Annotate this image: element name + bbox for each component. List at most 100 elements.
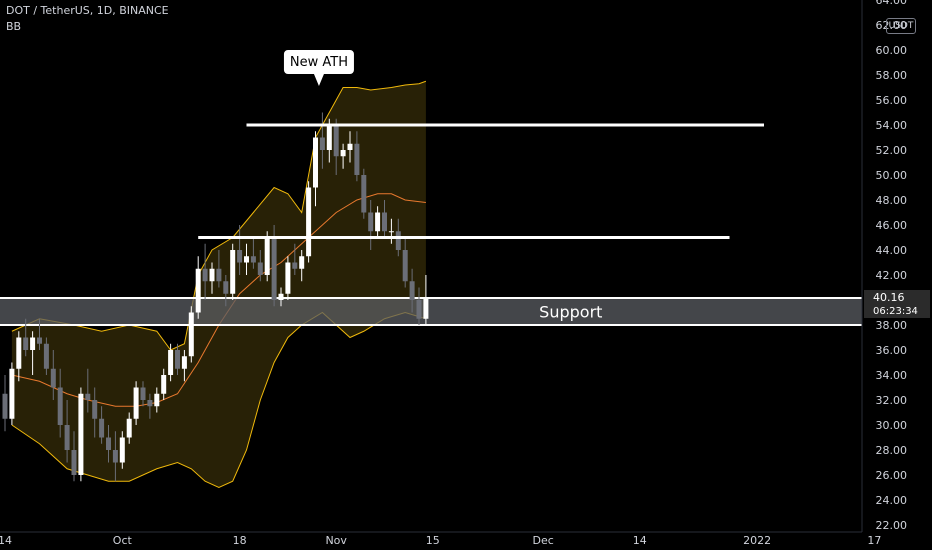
candle-body xyxy=(92,400,98,419)
candle-body xyxy=(154,393,160,407)
price-tick-label: 56.00 xyxy=(876,94,908,107)
price-tick-label: 22.00 xyxy=(876,519,908,532)
time-tick-label: 17 xyxy=(867,534,881,547)
candle xyxy=(402,237,408,288)
candle xyxy=(223,275,229,307)
candle xyxy=(78,387,84,482)
candle-body xyxy=(223,281,229,294)
candle-body xyxy=(195,268,201,313)
candle xyxy=(416,287,422,325)
candle-body xyxy=(43,343,49,369)
candle-body xyxy=(37,337,42,344)
candle xyxy=(147,393,153,419)
time-tick-label: 14 xyxy=(633,534,647,547)
candle xyxy=(71,431,77,482)
time-tick-label: Oct xyxy=(113,534,133,547)
candle-body xyxy=(175,350,180,369)
candle xyxy=(375,206,381,238)
candle xyxy=(37,318,42,350)
candle xyxy=(112,431,118,482)
price-tick-label: 36.00 xyxy=(876,344,908,357)
candle-body xyxy=(64,425,70,450)
candle xyxy=(319,112,325,169)
candle-body xyxy=(264,237,270,275)
candle xyxy=(388,218,394,244)
price-tick-label: 62.00 xyxy=(876,19,908,32)
price-tick-label: 64.00 xyxy=(876,0,908,7)
candle-body xyxy=(181,356,187,369)
candle xyxy=(92,387,98,438)
candle-body xyxy=(299,256,305,269)
candle-body xyxy=(271,237,277,300)
bb-upper-line xyxy=(11,80,427,351)
candle-body xyxy=(9,368,15,419)
candle-body xyxy=(395,231,401,250)
candle-body xyxy=(85,393,91,400)
candle xyxy=(264,231,270,282)
candle-body xyxy=(216,268,222,282)
candle-body xyxy=(71,450,77,475)
candle xyxy=(50,350,56,400)
candle xyxy=(299,250,305,282)
candle xyxy=(161,368,167,400)
candle xyxy=(126,412,132,444)
candle xyxy=(106,425,111,463)
candle-body xyxy=(112,450,118,463)
candle xyxy=(9,362,15,425)
candle-body xyxy=(16,337,22,369)
price-tick-label: 30.00 xyxy=(876,419,908,432)
candle xyxy=(188,306,194,363)
currency-label[interactable]: USDT xyxy=(886,18,916,34)
candle xyxy=(202,243,208,300)
candle-body xyxy=(416,300,422,319)
candle-body xyxy=(250,256,256,263)
candle-body xyxy=(292,262,298,269)
candle-body xyxy=(209,268,215,282)
candle xyxy=(181,350,187,382)
last-price-tag xyxy=(864,290,930,318)
time-tick-label: Nov xyxy=(325,534,347,547)
candle xyxy=(244,243,249,275)
candle xyxy=(347,131,353,163)
candle xyxy=(292,243,298,275)
candle xyxy=(306,181,312,263)
candle xyxy=(368,200,374,250)
ath-label: New ATH xyxy=(290,55,348,70)
candle xyxy=(57,368,63,438)
candle xyxy=(340,143,346,169)
chart-title: DOT / TetherUS, 1D, BINANCE xyxy=(6,4,169,17)
candle-body xyxy=(375,212,381,232)
price-tick-label: 38.00 xyxy=(876,319,908,332)
candle-body xyxy=(326,125,332,150)
price-tick-label: 34.00 xyxy=(876,369,908,382)
candle-body xyxy=(2,393,8,419)
candle xyxy=(257,250,263,282)
candle xyxy=(16,331,22,382)
candle-body xyxy=(57,387,63,425)
candle-body xyxy=(161,375,167,394)
candle xyxy=(85,368,91,413)
candle-body xyxy=(140,387,146,400)
candle-body xyxy=(202,268,208,282)
candle-body xyxy=(402,250,408,282)
indicator-label: BB xyxy=(6,20,22,33)
candle xyxy=(382,200,387,238)
candle-body xyxy=(382,212,387,232)
candle xyxy=(285,256,291,300)
candle-body xyxy=(368,212,374,232)
support-label: Support xyxy=(539,302,602,321)
time-tick-label: 18 xyxy=(233,534,247,547)
candle xyxy=(140,381,146,407)
price-tick-label: 32.00 xyxy=(876,394,908,407)
price-tick-label: 28.00 xyxy=(876,444,908,457)
plot-area: New ATH Support xyxy=(0,50,862,489)
candle xyxy=(2,375,8,432)
candle-body xyxy=(50,368,56,388)
candle xyxy=(230,243,236,300)
candle-body xyxy=(313,137,318,188)
candle-body xyxy=(340,150,346,157)
time-tick-label: 14 xyxy=(0,534,12,547)
candle-body xyxy=(333,125,339,157)
price-tick-label: 24.00 xyxy=(876,494,908,507)
